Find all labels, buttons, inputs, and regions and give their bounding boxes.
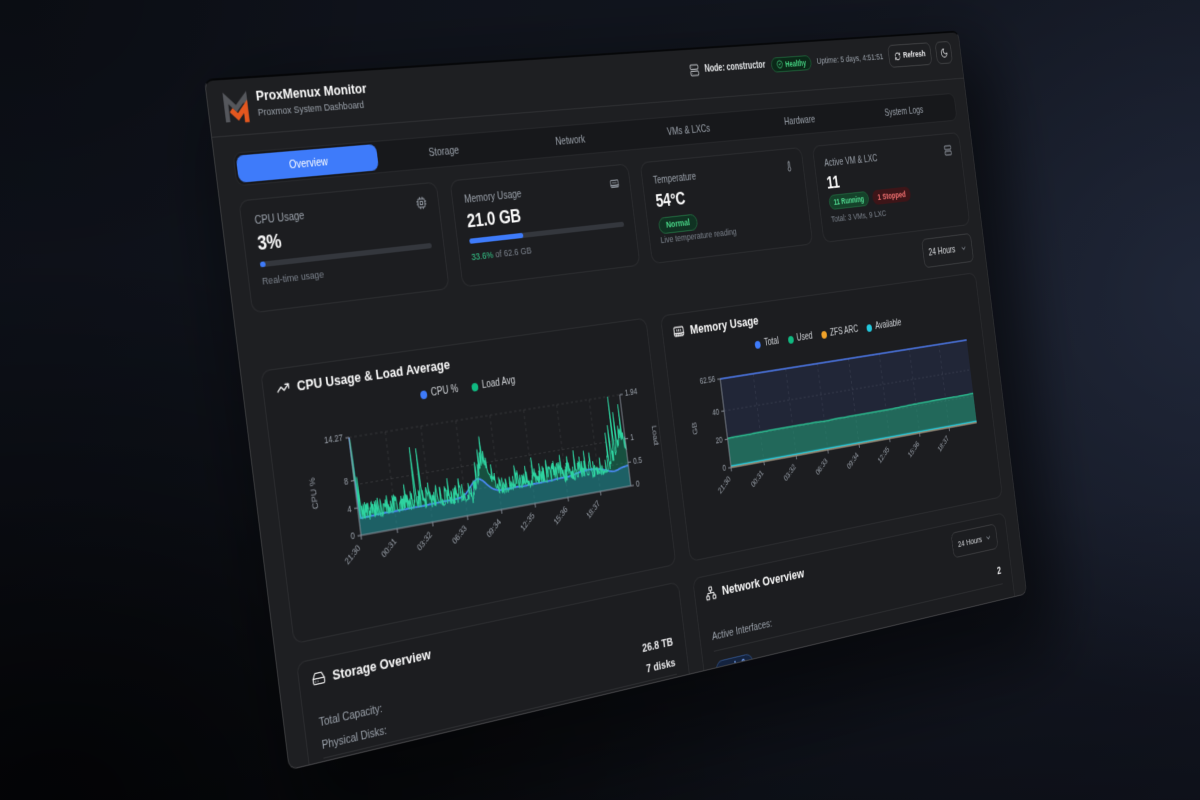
svg-text:0: 0 — [722, 463, 727, 473]
svg-text:Load: Load — [650, 425, 660, 446]
svg-text:1: 1 — [630, 432, 635, 442]
svg-text:14.27: 14.27 — [324, 433, 344, 446]
svg-text:00:31: 00:31 — [379, 536, 398, 560]
svg-text:18:37: 18:37 — [585, 498, 602, 520]
svg-text:03:32: 03:32 — [782, 462, 797, 483]
svg-text:06:33: 06:33 — [450, 523, 468, 546]
svg-text:40: 40 — [712, 407, 720, 417]
svg-text:62.56: 62.56 — [699, 375, 715, 387]
svg-text:09:34: 09:34 — [485, 517, 503, 540]
svg-text:06:33: 06:33 — [814, 456, 829, 477]
svg-text:21:30: 21:30 — [717, 474, 733, 495]
svg-text:4: 4 — [347, 503, 352, 514]
svg-text:21:30: 21:30 — [343, 543, 362, 567]
svg-text:0: 0 — [350, 531, 355, 542]
svg-text:CPU %: CPU % — [308, 477, 320, 510]
svg-text:GB: GB — [691, 422, 700, 436]
svg-text:03:32: 03:32 — [415, 529, 433, 552]
svg-text:00:31: 00:31 — [750, 468, 765, 489]
svg-text:1.94: 1.94 — [624, 387, 638, 398]
svg-text:8: 8 — [343, 476, 348, 487]
svg-text:15:36: 15:36 — [907, 439, 921, 459]
svg-text:0.5: 0.5 — [633, 455, 643, 466]
svg-text:0: 0 — [635, 479, 640, 489]
svg-text:20: 20 — [715, 435, 723, 445]
svg-text:18:37: 18:37 — [936, 434, 950, 454]
svg-text:12:35: 12:35 — [519, 510, 536, 533]
svg-text:15:36: 15:36 — [552, 504, 569, 527]
svg-text:12:35: 12:35 — [876, 445, 890, 465]
svg-text:09:34: 09:34 — [846, 450, 860, 471]
